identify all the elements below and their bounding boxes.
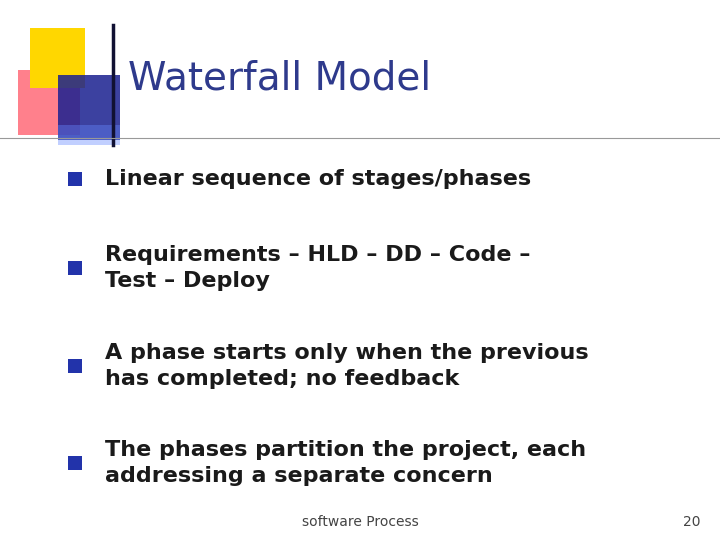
Text: Waterfall Model: Waterfall Model (128, 59, 431, 97)
Text: 20: 20 (683, 515, 700, 529)
Bar (58, 75, 120, 140)
Bar (58, 125, 120, 145)
Bar (30, 28, 85, 88)
Bar (68, 456, 82, 470)
Bar (68, 172, 82, 186)
Text: Linear sequence of stages/phases: Linear sequence of stages/phases (105, 169, 531, 189)
Bar (68, 261, 82, 275)
Text: The phases partition the project, each
addressing a separate concern: The phases partition the project, each a… (105, 440, 586, 486)
Text: A phase starts only when the previous
has completed; no feedback: A phase starts only when the previous ha… (105, 343, 589, 389)
Text: software Process: software Process (302, 515, 418, 529)
Bar (18, 70, 80, 135)
Text: Requirements – HLD – DD – Code –
Test – Deploy: Requirements – HLD – DD – Code – Test – … (105, 245, 531, 291)
Bar (68, 359, 82, 373)
